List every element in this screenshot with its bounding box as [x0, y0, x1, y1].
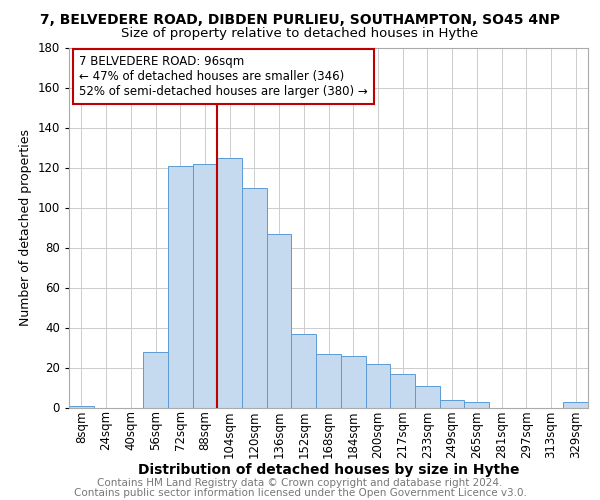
- Text: Contains public sector information licensed under the Open Government Licence v3: Contains public sector information licen…: [74, 488, 526, 498]
- Bar: [316, 354, 341, 408]
- Bar: [217, 158, 242, 408]
- Bar: [242, 188, 267, 408]
- Bar: [563, 402, 588, 407]
- Bar: [464, 402, 489, 407]
- Bar: [267, 234, 292, 408]
- Text: Contains HM Land Registry data © Crown copyright and database right 2024.: Contains HM Land Registry data © Crown c…: [97, 478, 503, 488]
- Bar: [168, 166, 193, 408]
- Bar: [69, 406, 94, 407]
- Bar: [440, 400, 464, 407]
- Bar: [415, 386, 440, 407]
- Bar: [365, 364, 390, 408]
- Bar: [143, 352, 168, 408]
- Bar: [341, 356, 365, 408]
- Text: Size of property relative to detached houses in Hythe: Size of property relative to detached ho…: [121, 28, 479, 40]
- X-axis label: Distribution of detached houses by size in Hythe: Distribution of detached houses by size …: [138, 464, 519, 477]
- Bar: [292, 334, 316, 407]
- Text: 7 BELVEDERE ROAD: 96sqm
← 47% of detached houses are smaller (346)
52% of semi-d: 7 BELVEDERE ROAD: 96sqm ← 47% of detache…: [79, 54, 368, 98]
- Bar: [193, 164, 217, 408]
- Text: 7, BELVEDERE ROAD, DIBDEN PURLIEU, SOUTHAMPTON, SO45 4NP: 7, BELVEDERE ROAD, DIBDEN PURLIEU, SOUTH…: [40, 12, 560, 26]
- Y-axis label: Number of detached properties: Number of detached properties: [19, 129, 32, 326]
- Bar: [390, 374, 415, 408]
